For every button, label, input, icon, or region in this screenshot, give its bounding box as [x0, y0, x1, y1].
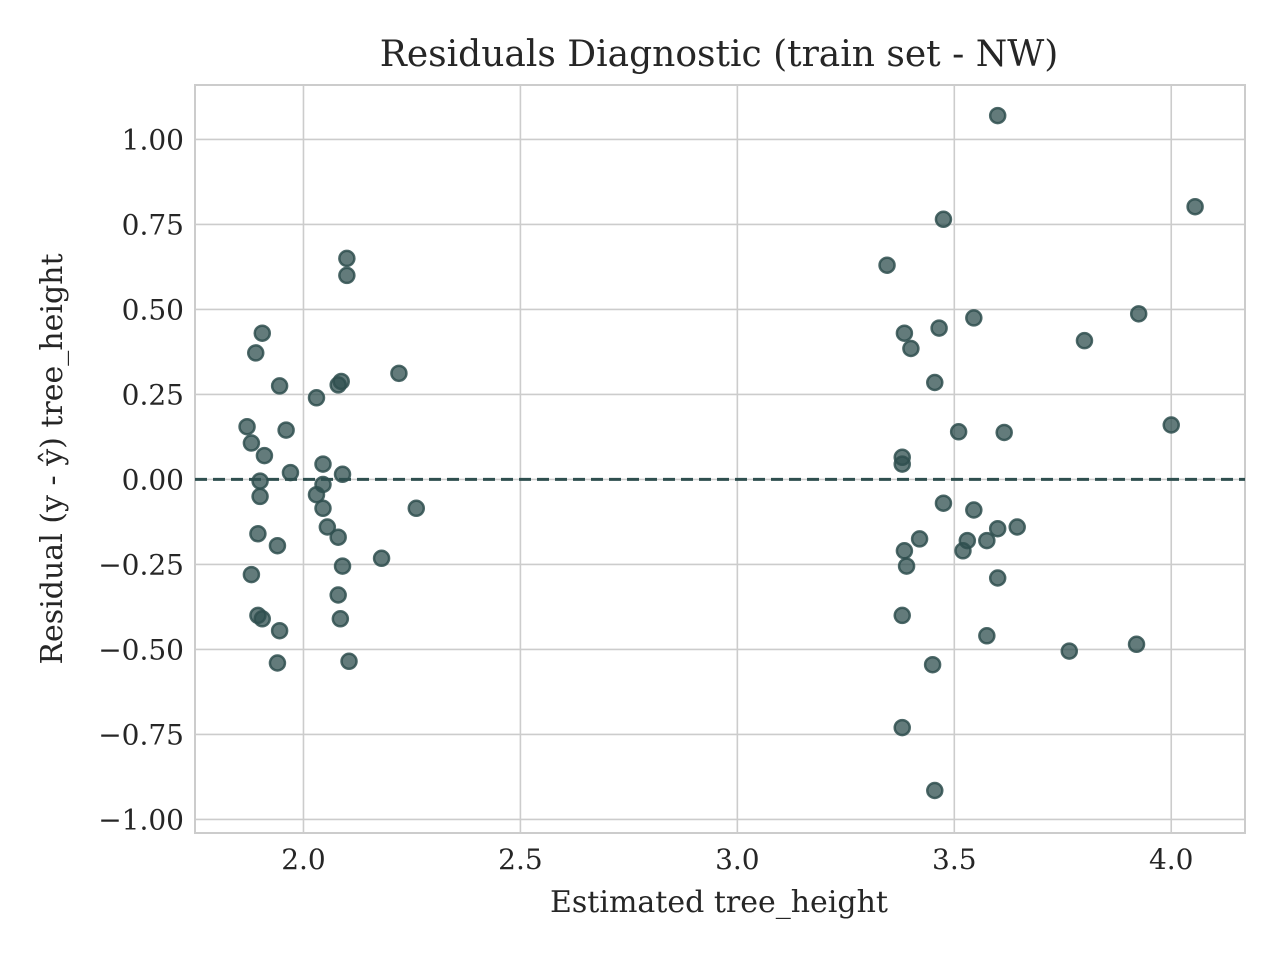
data-point [249, 525, 267, 543]
plot-area-frame [194, 84, 1246, 834]
data-point [331, 610, 350, 628]
data-point [251, 487, 269, 506]
data-point [893, 718, 911, 737]
y-tick-label: −0.75 [98, 718, 184, 751]
data-point [281, 463, 300, 482]
data-point [268, 654, 287, 672]
data-point [965, 501, 983, 519]
x-tick-labels: 2.0 2.5 3.0 3.5 4.0 [281, 843, 1193, 876]
data-point [934, 494, 953, 512]
data-point [277, 421, 295, 439]
data-point [1060, 642, 1079, 660]
data-point [333, 465, 352, 484]
data-point [253, 610, 272, 628]
y-tick-label: 0.50 [122, 293, 184, 326]
data-point [978, 627, 996, 645]
data-point [338, 266, 356, 285]
data-point [407, 499, 426, 518]
y-tick-label: 0.75 [122, 208, 184, 241]
x-tick-label: 3.0 [715, 843, 760, 876]
data-point [329, 586, 347, 604]
x-tick-label: 3.5 [932, 843, 977, 876]
y-tick-label: −0.25 [98, 548, 184, 581]
data-point [897, 557, 916, 575]
data-point [1129, 305, 1148, 323]
data-point [949, 423, 968, 441]
data-point [340, 652, 358, 671]
data-point [270, 621, 289, 640]
x-axis-label: Estimated tree_height [550, 885, 888, 920]
data-point [934, 210, 953, 229]
x-tick-label: 2.0 [281, 843, 326, 876]
data-point [255, 446, 274, 465]
data-point [238, 417, 256, 436]
data-point [333, 557, 352, 575]
x-grid-lines [302, 85, 1173, 833]
data-point [995, 423, 1013, 442]
data-point [895, 542, 914, 560]
data-point [926, 781, 944, 800]
data-point [242, 434, 261, 452]
data-point [338, 249, 356, 268]
y-axis-label: Residual (y - ŷ) tree_height [35, 253, 70, 664]
data-point [930, 319, 948, 337]
data-point [242, 565, 261, 584]
y-tick-label: −0.50 [98, 633, 184, 666]
data-point [988, 519, 1007, 538]
data-point [1186, 197, 1204, 216]
data-point [926, 373, 944, 392]
data-point [893, 455, 911, 473]
x-tick-label: 4.0 [1149, 843, 1194, 876]
data-point [332, 372, 350, 391]
data-point [307, 389, 326, 407]
data-point [910, 530, 929, 548]
data-point [270, 377, 289, 395]
data-point [318, 518, 337, 536]
data-point [329, 528, 347, 546]
y-tick-label: 0.25 [122, 378, 184, 411]
data-point [902, 339, 920, 358]
data-point [923, 655, 942, 674]
data-point [307, 485, 326, 504]
data-point [1127, 635, 1146, 654]
scatter-points [238, 106, 1204, 800]
y-tick-label: −1.00 [98, 803, 184, 836]
y-tick-labels: 1.00 0.75 0.50 0.25 0.00 −0.25 −0.50 −0.75 −1.00 [98, 123, 184, 836]
data-point [390, 364, 408, 383]
data-point [893, 606, 911, 625]
data-point [268, 536, 287, 555]
data-point [958, 531, 977, 550]
data-point [253, 324, 272, 342]
data-point [878, 256, 896, 274]
data-point [988, 569, 1007, 587]
data-point [246, 344, 265, 362]
data-point [895, 324, 914, 342]
data-point [978, 531, 996, 550]
data-point [251, 472, 269, 490]
data-point [1075, 331, 1094, 350]
data-point [372, 549, 391, 568]
data-point [1162, 416, 1180, 434]
data-point [988, 106, 1007, 125]
data-point [314, 499, 332, 518]
y-tick-label: 0.00 [122, 463, 184, 496]
data-point [965, 309, 983, 327]
x-tick-label: 2.5 [498, 843, 543, 876]
chart-title: Residuals Diagnostic (train set - NW) [380, 34, 1059, 75]
data-point [1008, 518, 1026, 536]
y-tick-label: 1.00 [122, 123, 184, 156]
data-point [314, 455, 332, 473]
